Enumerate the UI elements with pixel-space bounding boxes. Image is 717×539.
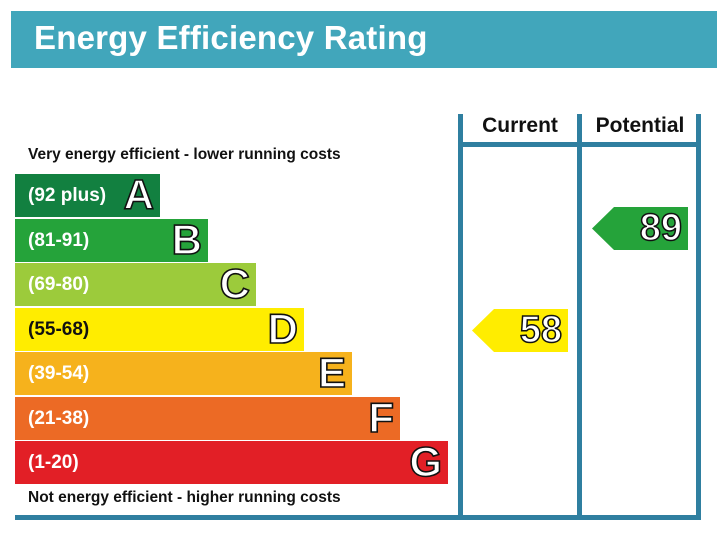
rating-band-c: (69-80) C: [15, 260, 256, 308]
rating-band-range: (81-91): [28, 229, 90, 251]
rating-band-letter: G: [409, 438, 443, 486]
potential-column-header: Potential: [595, 114, 685, 137]
rating-band-letter: A: [123, 171, 155, 219]
current-arrow-shape: [472, 308, 568, 352]
rating-band-range: (92 plus): [28, 185, 107, 206]
frame-line-left: [458, 114, 463, 520]
bottom-note: Not energy efficient - higher running co…: [28, 489, 341, 506]
current-rating-value: 58: [519, 308, 563, 352]
rating-band-letter: D: [267, 304, 299, 352]
rating-band-letter: F: [368, 393, 395, 441]
header-bar: Energy Efficiency Rating: [11, 11, 717, 68]
potential-arrow-shape: [592, 206, 688, 250]
rating-band-letter: C: [219, 260, 251, 308]
rating-band-e: (39-54) E: [15, 349, 352, 397]
rating-band-a: (92 plus) A: [15, 171, 160, 219]
frame-line-right: [696, 114, 701, 520]
frame-line-header: [458, 142, 701, 147]
current-rating-arrow: 58: [472, 308, 568, 352]
potential-rating-value: 89: [639, 206, 683, 250]
rating-band-b: (81-91) B: [15, 215, 208, 263]
rating-band-range: (1-20): [28, 452, 79, 473]
rating-band-letter: E: [317, 349, 347, 397]
frame-line-middle: [577, 114, 582, 520]
top-note: Very energy efficient - lower running co…: [28, 146, 341, 163]
rating-band-d: (55-68) D: [15, 304, 304, 352]
frame-line-bottom: [15, 515, 701, 520]
current-column-header: Current: [482, 114, 558, 137]
rating-band-letter: B: [171, 215, 203, 263]
rating-band-f: (21-38) F: [15, 393, 400, 441]
current-arrow-polygon: [472, 308, 568, 352]
rating-band-range: (21-38): [28, 407, 90, 429]
rating-band-range: (55-68): [28, 318, 90, 340]
rating-band-g: (1-20) G: [15, 438, 448, 486]
page-title: Energy Efficiency Rating: [34, 19, 428, 56]
potential-rating-arrow: 89: [592, 206, 688, 250]
rating-band-range: (69-80): [28, 274, 90, 295]
rating-band-range: (39-54): [28, 363, 90, 384]
potential-arrow-polygon: [592, 206, 688, 250]
